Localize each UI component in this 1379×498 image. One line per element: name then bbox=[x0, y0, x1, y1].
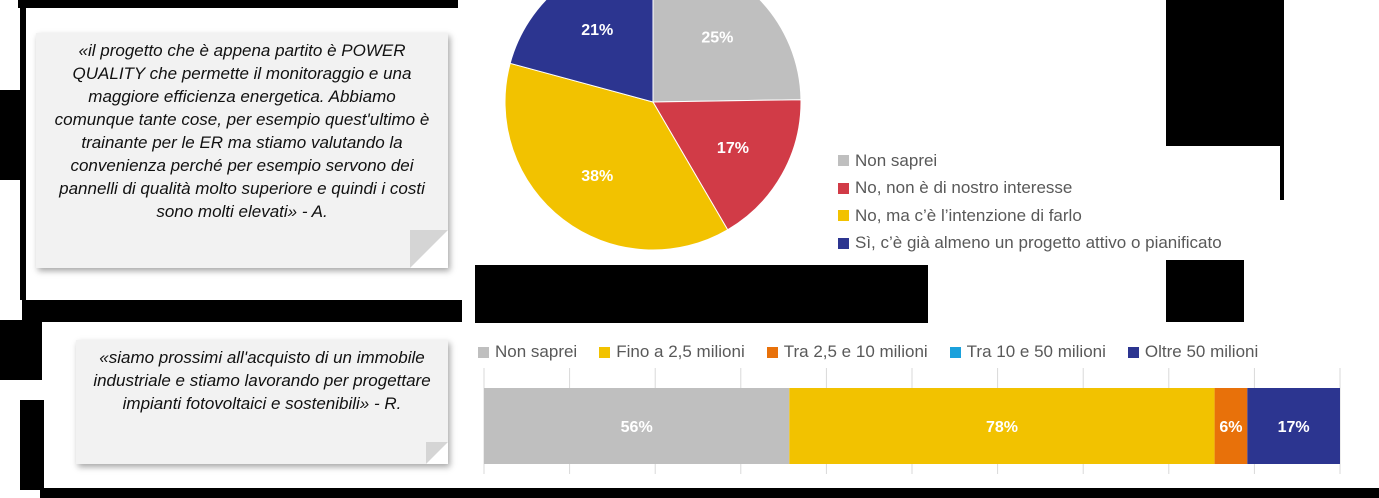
legend-item: Fino a 2,5 milioni bbox=[599, 342, 745, 362]
redaction-right-mid bbox=[1166, 260, 1244, 322]
legend-swatch bbox=[1127, 346, 1139, 358]
legend-swatch bbox=[838, 210, 849, 222]
stacked-bar-chart: 56% 78% 6% 17% bbox=[483, 368, 1341, 474]
legend-item: Sì, c’è già almeno un progetto attivo o … bbox=[838, 230, 1222, 258]
redaction-chart-title bbox=[475, 265, 928, 323]
redaction-bottom-strip bbox=[40, 488, 1379, 498]
redaction-top-left bbox=[18, 0, 458, 8]
legend-swatch bbox=[949, 346, 961, 358]
quote-card bbox=[36, 33, 448, 268]
quote-text: «il progetto che è appena partito è POWE… bbox=[54, 41, 430, 221]
legend-item: No, non è di nostro interesse bbox=[838, 175, 1222, 203]
pie-data-label: 17% bbox=[717, 140, 749, 157]
bar-data-label: 78% bbox=[986, 419, 1018, 436]
redaction-bar-left-2 bbox=[0, 320, 42, 380]
legend-item: Non saprei bbox=[478, 342, 577, 362]
redaction-bar-left-3 bbox=[20, 400, 44, 490]
pie-slice bbox=[652, 99, 802, 231]
pie-data-label: 38% bbox=[581, 168, 613, 185]
bar-segment bbox=[484, 388, 790, 464]
legend-swatch bbox=[599, 346, 611, 358]
legend-label: No, ma c’è l’intenzione di farlo bbox=[855, 205, 1082, 225]
pie-data-label: 25% bbox=[701, 30, 733, 47]
legend-item: Oltre 50 milioni bbox=[1127, 342, 1259, 362]
bar-segment bbox=[789, 388, 1215, 464]
page-curl bbox=[426, 442, 448, 464]
legend-swatch bbox=[838, 237, 849, 249]
legend-label: Oltre 50 milioni bbox=[1144, 342, 1259, 361]
pie-chart: 25% 17% 38% 21% bbox=[504, 0, 802, 251]
legend-label: Non saprei bbox=[855, 150, 938, 170]
pie-legend: Non saprei No, non è di nostro interesse N… bbox=[838, 147, 1222, 257]
quote-card bbox=[76, 340, 448, 464]
quote-text: «siamo prossimi all'acquisto di un immob… bbox=[93, 348, 431, 413]
redaction-middle-strip bbox=[22, 300, 462, 322]
bar-data-label: 56% bbox=[621, 419, 653, 436]
pie-slice bbox=[652, 0, 802, 103]
legend-item: No, ma c’è l’intenzione di farlo bbox=[838, 202, 1222, 230]
legend-swatch bbox=[838, 155, 849, 167]
page-curl bbox=[410, 230, 448, 268]
bar-segment bbox=[1214, 388, 1248, 464]
bar-legend: Non saprei Fino a 2,5 milioni Tra 2,5 e 10… bbox=[478, 342, 1280, 362]
pie-slice bbox=[504, 62, 729, 251]
legend-item: Tra 10 e 50 milioni bbox=[949, 342, 1106, 362]
legend-label: Non saprei bbox=[495, 342, 578, 361]
legend-label: Fino a 2,5 milioni bbox=[616, 342, 745, 361]
redaction-left-frame bbox=[20, 0, 26, 300]
bar-data-label: 6% bbox=[1219, 419, 1242, 436]
legend-label: Sì, c’è già almeno un progetto attivo o … bbox=[855, 233, 1222, 253]
legend-swatch bbox=[838, 182, 849, 194]
legend-item: Non saprei bbox=[838, 147, 1222, 175]
redaction-right-top bbox=[1166, 0, 1284, 146]
legend-label: Tra 2,5 e 10 milioni bbox=[783, 342, 928, 361]
redaction-bar-left-1 bbox=[0, 90, 20, 180]
bar-data-label: 17% bbox=[1278, 419, 1310, 436]
legend-label: Tra 10 e 50 milioni bbox=[966, 342, 1106, 361]
bar-segment bbox=[1247, 388, 1340, 464]
pie-slice bbox=[509, 0, 654, 103]
legend-item: Tra 2,5 e 10 milioni bbox=[766, 342, 928, 362]
pie-data-label: 21% bbox=[581, 22, 613, 39]
redaction-right-line bbox=[1280, 0, 1284, 200]
legend-swatch bbox=[478, 346, 489, 358]
legend-label: No, non è di nostro interesse bbox=[855, 178, 1073, 198]
legend-swatch bbox=[766, 346, 778, 358]
